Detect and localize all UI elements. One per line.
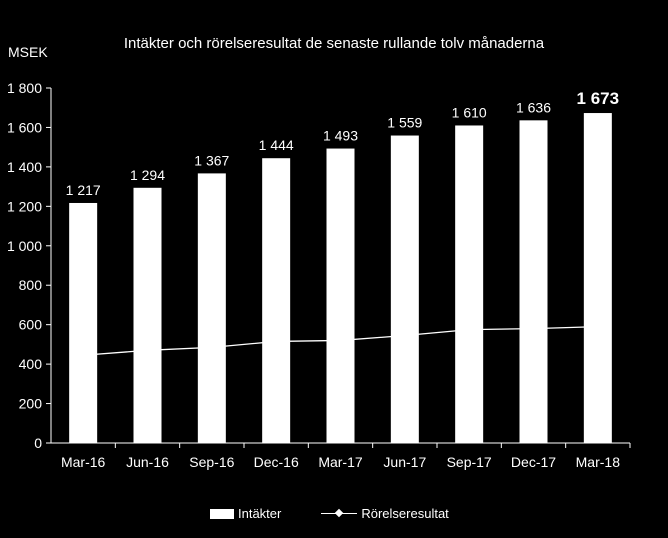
y-tick-label: 800 <box>19 277 43 293</box>
x-tick-label: Mar-16 <box>61 454 106 470</box>
bar <box>69 202 98 443</box>
y-tick-label: 1 800 <box>7 80 42 96</box>
legend: Intäkter Rörelseresultat <box>210 506 489 521</box>
line-point <box>402 332 408 339</box>
legend-item-intakter: Intäkter <box>210 506 281 521</box>
x-tick-label: Jun-17 <box>383 454 426 470</box>
chart-title: Intäkter och rörelseresultat de senaste … <box>123 35 545 52</box>
line-point <box>144 347 151 354</box>
x-tick-label: Sep-17 <box>447 454 492 470</box>
line-point <box>209 344 215 351</box>
line-point <box>337 337 344 344</box>
bar <box>455 125 484 443</box>
bar-data-label: 1 559 <box>387 115 422 131</box>
legend-line-swatch <box>321 509 358 519</box>
x-tick-label: Dec-17 <box>511 454 556 470</box>
y-axis-unit: MSEK <box>8 44 48 60</box>
line-point <box>80 352 86 359</box>
y-tick-label: 1 600 <box>7 119 42 135</box>
bar <box>197 173 226 443</box>
line-point <box>273 338 279 345</box>
legend-label-intakter: Intäkter <box>238 506 282 521</box>
legend-label-rorelseresultat: Rörelseresultat <box>361 506 449 521</box>
bar <box>326 148 355 443</box>
bar-data-label: 1 217 <box>66 182 101 198</box>
bar-data-label: 1 673 <box>577 89 620 108</box>
y-tick-label: 1 400 <box>7 159 42 175</box>
legend-bar-swatch <box>210 508 234 519</box>
legend-item-rorelseresultat: Rörelseresultat <box>321 506 449 521</box>
y-tick-label: 200 <box>19 396 43 412</box>
y-tick-label: 1 000 <box>7 238 42 254</box>
line-point <box>595 323 601 330</box>
bar-data-label: 1 444 <box>259 137 294 153</box>
bar <box>519 120 548 443</box>
x-tick-label: Mar-18 <box>576 454 621 470</box>
bar-data-label: 1 493 <box>323 128 358 144</box>
y-tick-label: 600 <box>19 317 43 333</box>
bar <box>390 135 419 443</box>
y-tick-label: 400 <box>19 356 43 372</box>
bar <box>133 187 162 443</box>
y-tick-label: 1 200 <box>7 198 42 214</box>
y-tick-label: 0 <box>34 435 42 451</box>
bar-data-label: 1 294 <box>130 167 165 183</box>
x-tick-label: Sep-16 <box>189 454 234 470</box>
x-tick-label: Dec-16 <box>254 454 299 470</box>
bar-data-label: 1 636 <box>516 99 551 115</box>
x-tick-label: Jun-16 <box>126 454 169 470</box>
bar-data-label: 1 610 <box>452 104 487 120</box>
bar <box>583 113 612 443</box>
line-point <box>530 325 537 332</box>
x-tick-label: Mar-17 <box>318 454 363 470</box>
bar <box>262 158 291 443</box>
line-point <box>466 326 472 333</box>
bar-data-label: 1 367 <box>194 152 229 168</box>
